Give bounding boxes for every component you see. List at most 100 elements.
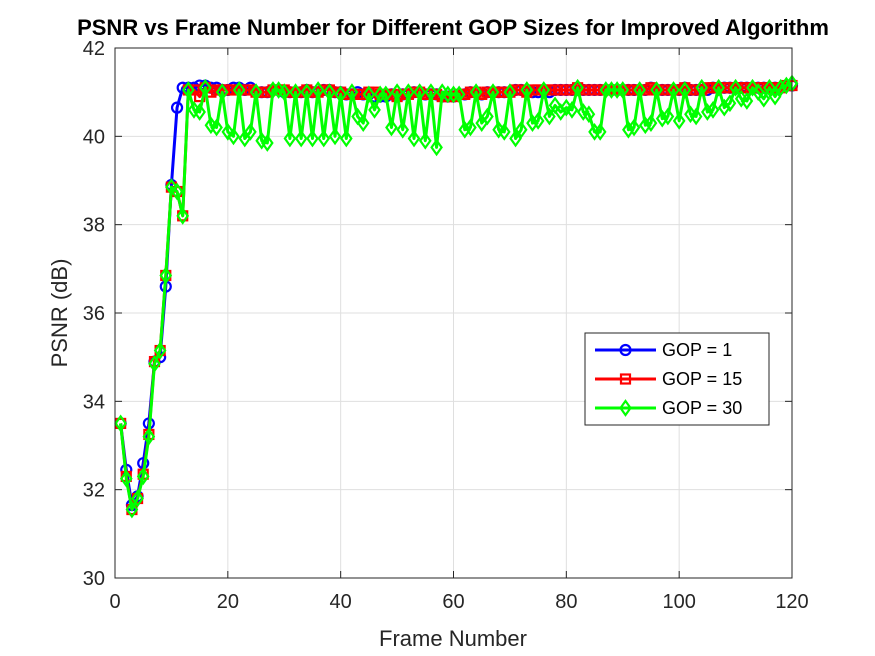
data-point (531, 111, 545, 130)
x-tick-label: 60 (442, 591, 464, 613)
data-point (222, 84, 234, 96)
data-point (452, 85, 466, 104)
data-point (306, 129, 319, 148)
data-point (136, 467, 150, 486)
data-point (125, 500, 139, 519)
legend-entry-gop-15: GOP = 15 (595, 369, 742, 389)
data-point (300, 83, 314, 102)
data-point (543, 107, 556, 126)
data-point (356, 114, 370, 132)
chart-title: PSNR vs Frame Number for Different GOP S… (77, 15, 829, 40)
data-point (362, 85, 376, 104)
ticks (114, 47, 793, 579)
data-point (289, 83, 302, 102)
data-point (176, 81, 189, 94)
data-point (549, 84, 561, 96)
data-point (176, 206, 190, 225)
data-point (768, 87, 782, 106)
data-point (480, 107, 494, 126)
data-point (328, 127, 342, 146)
data-point (119, 469, 133, 488)
y-tick-label: 36 (83, 303, 105, 325)
data-point (560, 84, 572, 96)
y-tick-label: 42 (83, 38, 105, 60)
data-point (509, 129, 522, 148)
series-gop-30 (114, 74, 799, 519)
data-point (390, 83, 404, 102)
data-point (198, 78, 212, 97)
data-point (582, 105, 596, 124)
data-point (215, 83, 229, 102)
data-point (526, 114, 539, 132)
data-point (565, 100, 579, 119)
legend-label: GOP = 15 (662, 369, 742, 389)
data-point (249, 83, 263, 102)
y-tick-label: 38 (83, 215, 105, 237)
data-point (706, 100, 720, 119)
y-tick-label: 32 (83, 480, 105, 502)
data-point (645, 82, 657, 94)
x-tick-label: 40 (330, 591, 352, 613)
legend: GOP = 1 GOP = 15 GOP = 30 (584, 332, 770, 426)
y-tick-label: 30 (83, 568, 105, 590)
data-point (638, 116, 652, 135)
data-point (509, 84, 522, 96)
data-point (486, 83, 500, 102)
data-point (740, 92, 754, 110)
data-point (210, 118, 223, 137)
data-point (114, 414, 127, 433)
legend-marker (619, 343, 632, 357)
data-point (464, 118, 477, 137)
data-point (712, 78, 726, 97)
data-point (571, 78, 584, 97)
data-point (413, 83, 427, 102)
data-point (616, 81, 630, 99)
data-point (294, 129, 308, 148)
data-point (622, 120, 635, 139)
data-point (385, 118, 398, 137)
data-point (165, 178, 178, 197)
data-point (746, 78, 759, 97)
data-point (555, 84, 567, 96)
data-point (396, 120, 410, 139)
data-point (232, 81, 246, 99)
data-point (153, 341, 167, 360)
legend-marker (619, 399, 632, 417)
data-point (780, 76, 793, 95)
data-point (503, 83, 517, 102)
data-point (650, 81, 663, 99)
data-point (339, 129, 353, 148)
data-point (283, 129, 297, 148)
data-point (170, 182, 184, 201)
y-tick-label: 34 (83, 391, 105, 413)
data-point (593, 123, 607, 141)
data-point (588, 84, 601, 96)
tick-labels: 0 20 40 60 80 100 120 30 32 34 36 38 40 42 (83, 38, 809, 613)
y-axis-label: PSNR (dB) (47, 259, 72, 368)
x-tick-label: 20 (217, 591, 239, 613)
data-point (148, 354, 161, 373)
data-point (170, 101, 184, 114)
data-point (317, 129, 331, 148)
data-point (763, 78, 776, 97)
series-layer (114, 74, 799, 519)
data-point (159, 266, 173, 285)
data-point (520, 81, 534, 99)
legend-marker (619, 373, 632, 385)
x-tick-label: 0 (109, 591, 120, 613)
data-point (537, 81, 551, 99)
data-point (469, 83, 483, 102)
data-point (514, 120, 528, 139)
data-point (695, 78, 709, 97)
data-point (667, 81, 680, 99)
data-point (210, 84, 223, 96)
data-point (774, 78, 788, 97)
data-point (368, 86, 381, 98)
data-point (458, 120, 472, 139)
legend-label: GOP = 30 (662, 398, 742, 418)
x-tick-label: 120 (775, 591, 808, 613)
data-point (131, 489, 144, 508)
data-point (418, 131, 432, 150)
data-point (633, 81, 647, 99)
